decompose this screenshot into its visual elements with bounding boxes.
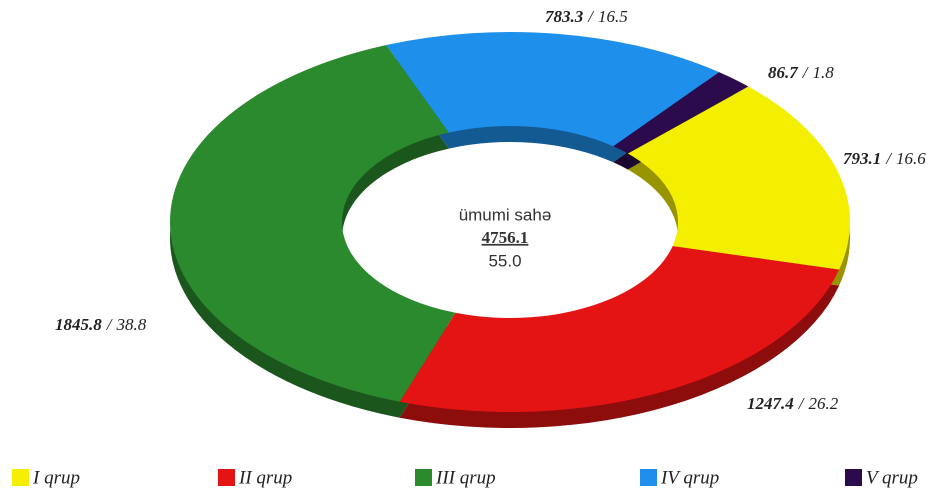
data-label: 86.7/1.8 xyxy=(768,63,834,82)
legend-swatch xyxy=(640,469,657,486)
data-label: 793.1/16.6 xyxy=(843,149,926,168)
legend-label: V qrup xyxy=(866,467,918,488)
legend-swatch xyxy=(218,469,235,486)
legend-label: III qrup xyxy=(435,467,496,488)
label-value: 1845.8 xyxy=(55,315,102,334)
data-label: 1247.4/26.2 xyxy=(747,394,839,413)
label-separator: / xyxy=(885,149,893,168)
legend-swatch xyxy=(415,469,432,486)
slice xyxy=(399,246,840,412)
label-share: 16.6 xyxy=(896,149,926,168)
legend-label: I qrup xyxy=(32,467,80,488)
slice xyxy=(170,45,456,402)
label-value: 86.7 xyxy=(768,63,799,82)
slice xyxy=(386,32,720,147)
label-separator: / xyxy=(802,63,810,82)
slice xyxy=(627,86,850,270)
center-title: ümumi sahə xyxy=(459,205,552,224)
label-value: 783.3 xyxy=(545,7,584,26)
donut xyxy=(169,32,850,428)
legend-label: II qrup xyxy=(238,467,292,488)
label-share: 38.8 xyxy=(115,315,146,334)
label-separator: / xyxy=(106,315,114,334)
legend-swatch xyxy=(12,469,29,486)
center-share: 55.0 xyxy=(488,251,521,270)
label-separator: / xyxy=(587,7,595,26)
label-share: 1.8 xyxy=(812,63,834,82)
data-label: 1845.8/38.8 xyxy=(55,315,147,334)
legend-swatch xyxy=(845,469,862,486)
slice xyxy=(613,72,749,154)
data-label: 783.3/16.5 xyxy=(545,7,628,26)
label-separator: / xyxy=(798,394,806,413)
center-total: 4756.1 xyxy=(482,228,529,247)
legend-label: IV qrup xyxy=(660,467,719,488)
label-value: 1247.4 xyxy=(747,394,794,413)
label-share: 26.2 xyxy=(808,394,838,413)
label-share: 16.5 xyxy=(598,7,628,26)
label-value: 793.1 xyxy=(843,149,881,168)
